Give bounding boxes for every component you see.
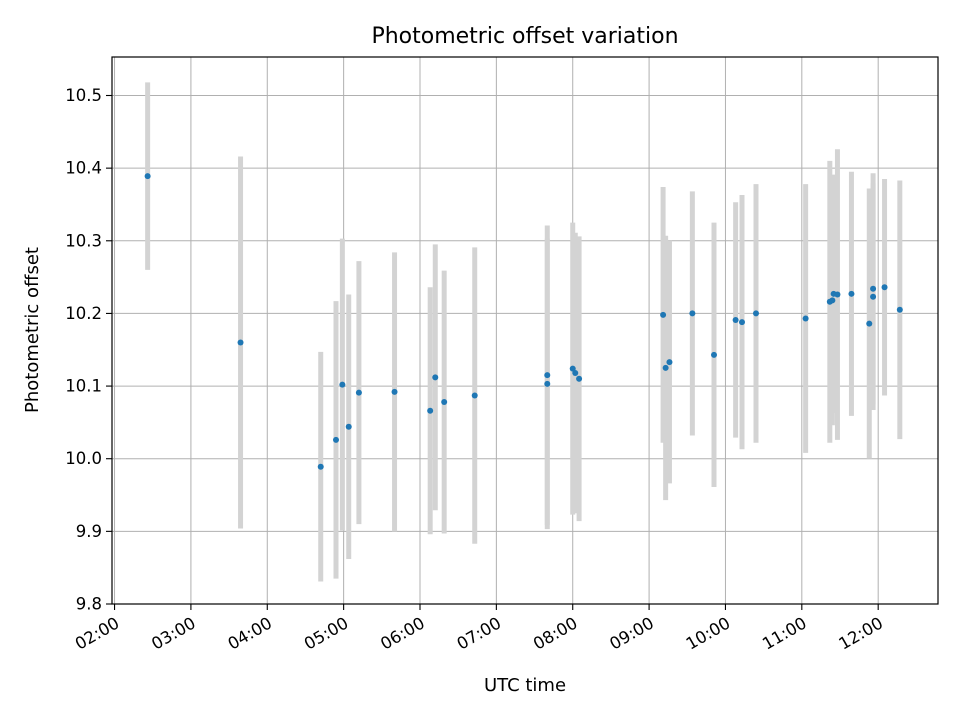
y-tick-label: 10.1	[65, 377, 102, 396]
y-tick-label: 10.0	[65, 449, 102, 468]
data-point	[666, 359, 673, 366]
data-point	[333, 436, 339, 443]
data-point	[829, 297, 836, 304]
data-point	[544, 380, 551, 387]
data-point	[870, 293, 877, 300]
x-axis-label: UTC time	[484, 675, 566, 696]
data-point	[237, 339, 244, 346]
data-point	[391, 388, 398, 395]
data-point	[689, 310, 696, 317]
plot-frame	[111, 56, 939, 605]
data-point	[432, 374, 439, 381]
y-tick-label: 10.4	[65, 159, 102, 178]
chart-title: Photometric offset variation	[371, 24, 678, 49]
data-point	[144, 173, 151, 180]
data-point	[866, 320, 873, 327]
data-point	[572, 369, 579, 376]
data-point	[660, 311, 667, 318]
y-axis-label: Photometric offset	[22, 247, 43, 413]
data-point	[802, 315, 809, 322]
data-point	[711, 351, 717, 358]
data-point	[848, 290, 855, 297]
plot-area	[112, 57, 938, 604]
data-point	[881, 284, 888, 291]
data-point	[441, 399, 448, 406]
data-point	[427, 407, 434, 414]
y-tick-label: 10.5	[65, 86, 102, 105]
data-point	[870, 285, 877, 292]
data-point	[834, 291, 841, 298]
data-point	[544, 372, 551, 379]
data-point	[355, 389, 362, 396]
y-tick-label: 9.9	[76, 522, 102, 541]
data-point	[739, 319, 745, 326]
y-tick-label: 10.2	[65, 304, 102, 323]
data-point	[896, 306, 903, 313]
grid	[112, 57, 938, 605]
data-point	[339, 381, 346, 388]
data-point	[662, 364, 669, 371]
y-axis-ticks: 9.8 9.9 10.0 10.1 10.2 10.3 10.4 10.5	[65, 86, 112, 614]
data-point	[732, 316, 739, 323]
data-point	[345, 423, 352, 430]
y-tick-label: 10.3	[65, 231, 102, 250]
data-point	[569, 365, 576, 372]
data-point	[753, 310, 759, 317]
data-point	[576, 375, 583, 382]
y-tick-label: 9.8	[76, 595, 102, 614]
data-point	[317, 463, 324, 470]
data-point	[471, 392, 478, 399]
data-points	[144, 173, 903, 470]
